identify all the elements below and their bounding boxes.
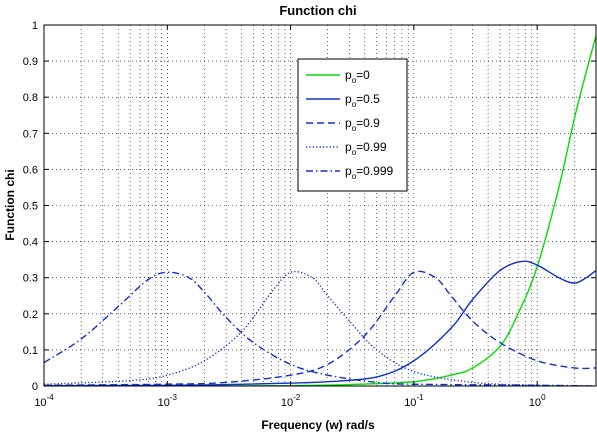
legend-label-suffix: =0.5 [356, 92, 380, 106]
x-tick-label: 100 [529, 393, 546, 409]
y-tick-label: 0.1 [23, 345, 38, 357]
legend-label-subscript: o [352, 76, 357, 85]
legend-label-name: p [345, 116, 352, 130]
x-tick-label-base: 10 [404, 397, 416, 409]
y-tick-labels: 0 0.1 0.2 0.3 0.4 0.5 0.6 0.7 0.8 0.9 1 [23, 20, 38, 393]
legend-label-subscript: o [352, 172, 357, 181]
series-line-3 [44, 270, 596, 386]
legend-entry: po=0.9 [306, 116, 380, 133]
legend-label-name: p [345, 68, 352, 82]
legend-label: po=0.5 [345, 92, 380, 109]
legend-label: po=0.99 [345, 140, 387, 157]
y-tick-label: 0.8 [23, 92, 38, 104]
legend-label-suffix: =0 [356, 68, 370, 82]
x-axis-label: Frequency (w) rad/s [261, 418, 375, 432]
y-tick-label: 0.3 [23, 273, 38, 285]
y-tick-label: 0.9 [23, 56, 38, 68]
legend-label-suffix: =0.999 [356, 164, 393, 178]
legend-box [297, 58, 408, 192]
tick-marks [43, 24, 596, 387]
legend-label: po=0.999 [345, 164, 394, 181]
legend-label-subscript: o [352, 124, 357, 133]
legend-label: po=0 [345, 68, 370, 85]
y-tick-label: 0.4 [23, 237, 38, 249]
legend-entry: po=0.5 [306, 92, 380, 109]
y-tick-label: 0.5 [23, 201, 38, 213]
y-axis-label: Function chi [3, 169, 17, 240]
x-tick-label: 10-2 [281, 393, 301, 409]
y-tick-label: 0.7 [23, 128, 38, 140]
legend-entry: po=0 [306, 68, 370, 85]
x-tick-label: 10-4 [34, 393, 54, 409]
y-tick-label: 0.6 [23, 164, 38, 176]
x-tick-labels: 10-4 10-3 10-2 10-1 100 [34, 393, 546, 409]
legend-label-name: p [345, 140, 352, 154]
x-tick-label-exponent: -4 [47, 393, 55, 402]
legend-label-name: p [345, 92, 352, 106]
x-tick-label-base: 10 [281, 397, 293, 409]
y-tick-label: 0 [32, 381, 38, 393]
legend-label: po=0.9 [345, 116, 380, 133]
legend-entry: po=0.999 [306, 164, 394, 181]
chart-title: Function chi [279, 3, 356, 18]
x-tick-label: 10-3 [158, 393, 178, 409]
legend-label-subscript: o [352, 148, 357, 157]
legend-label-suffix: =0.9 [356, 116, 380, 130]
y-tick-label: 0.2 [23, 309, 38, 321]
series-line-1 [44, 260, 596, 386]
x-tick-label-base: 10 [158, 397, 170, 409]
x-tick-label-exponent: -1 [416, 393, 424, 402]
legend-label-suffix: =0.99 [356, 140, 387, 154]
x-tick-label-base: 10 [529, 397, 541, 409]
y-tick-label: 1 [32, 20, 38, 32]
legend-label-name: p [345, 164, 352, 178]
series-line-2 [44, 270, 596, 386]
x-tick-label-exponent: -2 [293, 393, 301, 402]
x-tick-label-exponent: 0 [541, 393, 546, 402]
x-tick-label: 10-1 [404, 393, 424, 409]
x-tick-label-exponent: -3 [170, 393, 178, 402]
x-tick-label-base: 10 [34, 397, 46, 409]
legend-label-subscript: o [352, 100, 357, 109]
legend-entry: po=0.99 [306, 140, 387, 157]
